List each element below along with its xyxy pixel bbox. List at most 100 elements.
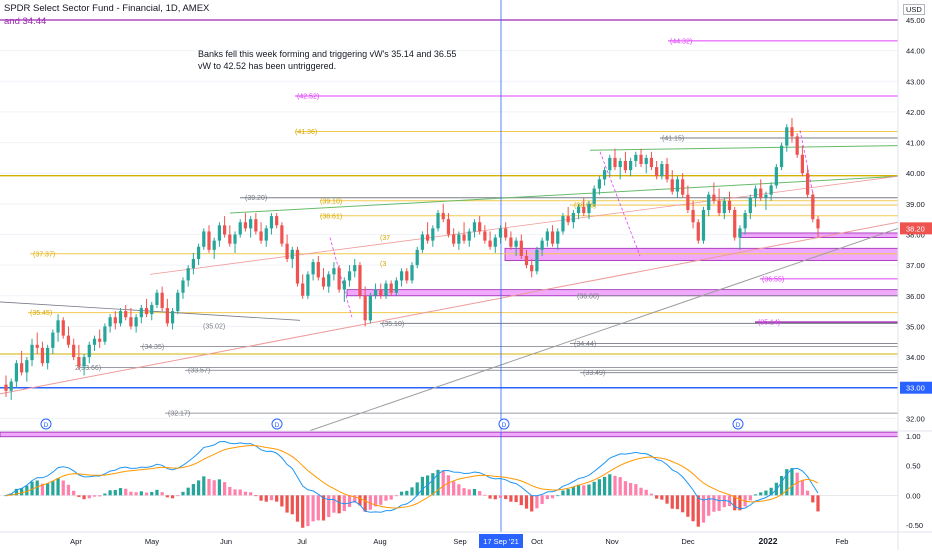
macd-hist-133 <box>696 495 700 527</box>
candle-body-94 <box>493 237 497 247</box>
candle-body-76 <box>399 271 404 281</box>
marked-level-label: 33.00 <box>906 384 925 393</box>
macd-hist-47 <box>249 492 253 496</box>
candle-body-44 <box>233 234 237 244</box>
macd-hist-25 <box>134 492 138 496</box>
label-3357: (33.57) <box>188 368 210 375</box>
macd-hist-100 <box>524 495 529 509</box>
candle-body-88 <box>462 234 466 241</box>
macd-hist-35 <box>186 487 190 496</box>
candle-body-50 <box>264 228 268 241</box>
macd-hist-119 <box>623 481 628 496</box>
candle-body-105 <box>550 231 555 244</box>
macd-hist-138 <box>722 495 726 508</box>
macd-hist-73 <box>384 495 388 501</box>
macd-hist-9 <box>51 481 55 496</box>
label-4136: (41.36) <box>295 129 317 136</box>
candle-body-41 <box>217 225 222 241</box>
candle-body-31 <box>165 308 169 324</box>
time-label-5: Sep <box>453 537 466 546</box>
macd-hist-155 <box>811 495 815 503</box>
candle-body-122 <box>639 154 643 165</box>
macd-hist-6 <box>35 480 39 496</box>
time-label-2: Jun <box>220 537 232 546</box>
currency-badge[interactable]: USD <box>903 4 925 15</box>
macd-hist-130 <box>681 495 685 513</box>
macd-hist-72 <box>379 495 383 505</box>
candle-body-84 <box>441 213 445 220</box>
annotation-text: Banks fell this week forming and trigger… <box>198 48 456 72</box>
candle-body-129 <box>675 179 680 192</box>
candle-body-35 <box>186 268 190 281</box>
time-highlight-box <box>479 534 523 548</box>
macd-hist-66 <box>347 495 352 508</box>
macd-hist-109 <box>571 486 575 496</box>
candle-body-136 <box>712 194 716 201</box>
macd-hist-122 <box>639 487 643 496</box>
candle-body-130 <box>681 179 685 195</box>
candle-body-114 <box>597 179 601 189</box>
label-3920: (39.20) <box>245 195 267 202</box>
candle-body-132 <box>691 209 695 223</box>
label-3349: (33.49) <box>583 370 605 377</box>
candle-body-18 <box>98 338 102 342</box>
macd-hist-92 <box>483 494 487 496</box>
candle-body-146 <box>764 194 768 198</box>
label-4252: (42.52) <box>297 93 319 100</box>
candle-body-45 <box>238 222 242 235</box>
candle-body-51 <box>269 216 274 229</box>
candle-body-110 <box>576 206 581 214</box>
macd-hist-46 <box>243 491 248 496</box>
macd-pane: 1.00 0.50 0.00 -0.50 <box>0 430 932 530</box>
candle-body-74 <box>389 283 393 293</box>
candle-body-153 <box>800 154 804 174</box>
candle-body-23 <box>124 311 128 318</box>
candle-body-100 <box>524 255 529 266</box>
candle-body-112 <box>587 203 591 214</box>
label-37x: (37 <box>380 235 390 242</box>
candle-body-120 <box>629 160 633 171</box>
candle-body-78 <box>410 265 414 281</box>
candle-body-26 <box>139 308 143 318</box>
macd-hist-82 <box>431 473 435 496</box>
macd-hist-108 <box>566 489 570 496</box>
label-3514: (35.14) <box>758 320 780 327</box>
label-3737: (37.37) <box>33 251 55 258</box>
macd-hist-147 <box>769 487 773 496</box>
macd-hist-137 <box>717 495 721 511</box>
macd-hist-58 <box>306 495 310 527</box>
macd-hist-67 <box>353 495 357 503</box>
macd-hist-43 <box>228 487 232 496</box>
candle-body-66 <box>347 271 352 281</box>
dividend-marker-1 <box>271 418 283 430</box>
annotation-line-1: Banks fell this week forming and trigger… <box>198 49 457 59</box>
candle-body-8 <box>46 347 50 364</box>
candle-body-56 <box>295 249 300 284</box>
macd-hist-120 <box>629 483 633 496</box>
candle-body-9 <box>51 332 55 348</box>
price-tick-3: 42.00 <box>906 108 925 117</box>
price-tick-10: 35.00 <box>906 322 925 331</box>
candle-body-30 <box>160 292 164 309</box>
time-label-highlight: 17 Sep '21 <box>483 537 519 546</box>
macd-hist-53 <box>280 495 284 507</box>
macd-hist-131 <box>686 495 690 517</box>
candle-body-91 <box>478 222 482 232</box>
macd-hist-44 <box>233 489 237 496</box>
macd-hist-143 <box>748 495 752 501</box>
macd-hist-33 <box>176 495 180 497</box>
macd-hist-29 <box>155 489 159 496</box>
candle-body-152 <box>795 136 799 155</box>
candle-body-83 <box>436 213 440 229</box>
macd-hist-121 <box>634 484 638 496</box>
candle-body-54 <box>285 243 289 260</box>
candle-body-19 <box>103 326 107 342</box>
chart-title: SPDR Select Sector Fund - Financial, 1D,… <box>4 3 210 14</box>
dividend-label-3: D <box>736 422 741 429</box>
candle-body-12 <box>66 335 71 345</box>
candle-body-22 <box>118 311 123 324</box>
macd-hist-19 <box>103 493 107 496</box>
candle-body-139 <box>727 200 732 210</box>
candle-body-71 <box>373 289 378 296</box>
macd-hist-141 <box>738 495 742 511</box>
